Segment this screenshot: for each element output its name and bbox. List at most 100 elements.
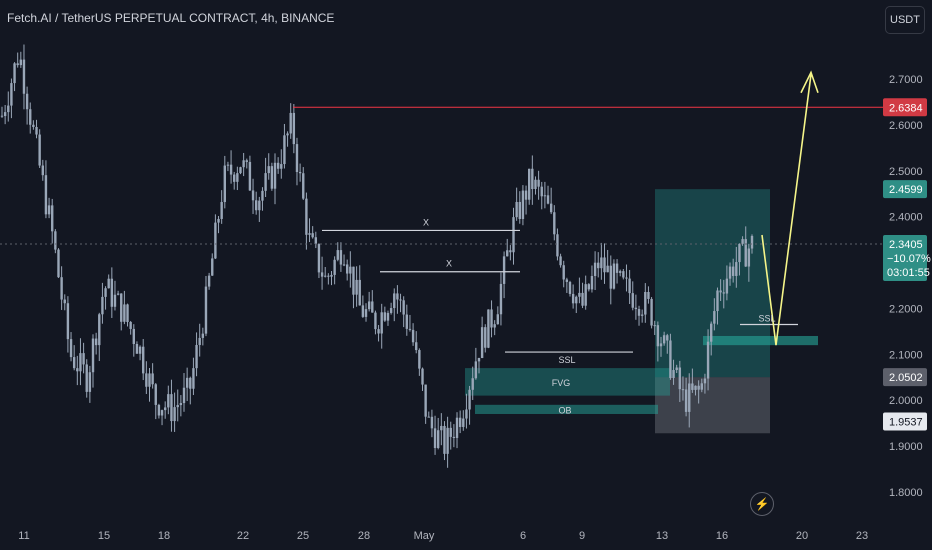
candle-body bbox=[534, 179, 537, 190]
candle-body bbox=[154, 384, 157, 405]
ob-zone[interactable] bbox=[475, 404, 658, 414]
candle-body bbox=[741, 239, 744, 244]
candle-body bbox=[248, 161, 252, 191]
candle-body bbox=[204, 286, 208, 334]
candle-body bbox=[672, 370, 675, 378]
candle-body bbox=[675, 367, 678, 371]
candle-body bbox=[647, 291, 650, 299]
candle-body bbox=[386, 312, 390, 321]
candle-body bbox=[688, 383, 691, 412]
candle-body bbox=[63, 299, 66, 304]
candle-body bbox=[163, 407, 167, 411]
candle-body bbox=[201, 333, 205, 338]
candle-body bbox=[509, 250, 512, 253]
price-label-last-bg bbox=[883, 234, 927, 281]
candle-body bbox=[91, 338, 95, 373]
candle-body bbox=[270, 166, 274, 189]
x-tick-label: 15 bbox=[98, 530, 110, 542]
candle-body bbox=[25, 93, 29, 110]
candle-body bbox=[242, 160, 245, 168]
candle-body bbox=[615, 263, 619, 273]
candle-body bbox=[345, 264, 349, 274]
candle-body bbox=[669, 340, 672, 378]
candle-body bbox=[47, 205, 51, 215]
right-zone[interactable] bbox=[703, 335, 818, 346]
candle-body bbox=[593, 262, 597, 277]
x-tick-label: 6 bbox=[520, 530, 526, 542]
candle-body bbox=[747, 248, 751, 267]
stop-zone[interactable] bbox=[655, 377, 770, 434]
x-tick-label: May bbox=[414, 530, 435, 542]
candle-body bbox=[606, 265, 609, 273]
price-label-stop-bg bbox=[883, 412, 927, 431]
candle-body bbox=[151, 373, 154, 385]
candle-body bbox=[292, 112, 296, 145]
candle-body bbox=[135, 343, 139, 354]
candle-body bbox=[540, 186, 543, 197]
candle-body bbox=[85, 364, 88, 392]
candle-body bbox=[527, 168, 531, 200]
candle-body bbox=[518, 201, 521, 219]
candle-body bbox=[659, 343, 663, 347]
projection-arrow[interactable] bbox=[761, 74, 812, 346]
candle-body bbox=[314, 237, 318, 245]
candle-body bbox=[393, 293, 396, 309]
candle-body bbox=[436, 430, 440, 449]
x-tick-label: 9 bbox=[579, 530, 585, 542]
candle-body bbox=[352, 266, 355, 295]
candle-body bbox=[280, 164, 283, 169]
candle-body bbox=[537, 179, 540, 187]
candle-body bbox=[142, 346, 145, 374]
candle-body bbox=[546, 195, 550, 204]
candle-body bbox=[640, 314, 644, 316]
candle-body bbox=[76, 368, 79, 372]
candle-body bbox=[170, 394, 173, 422]
candle-body bbox=[22, 59, 26, 94]
target-zone[interactable] bbox=[655, 189, 770, 378]
price-change-label: −10.07% bbox=[887, 253, 931, 265]
price-label-stop: 1.9537 bbox=[889, 416, 923, 428]
candle-body bbox=[565, 279, 569, 282]
candle-body bbox=[339, 250, 343, 265]
candle-body bbox=[229, 164, 233, 175]
candle-body bbox=[474, 361, 478, 379]
y-tick-label: 2.5000 bbox=[889, 166, 923, 178]
candle-body bbox=[600, 257, 603, 269]
candle-body bbox=[217, 218, 220, 223]
annotation-label: X bbox=[446, 259, 452, 269]
currency-button[interactable]: USDT bbox=[885, 6, 925, 34]
candle-body bbox=[132, 328, 135, 344]
y-tick-label: 1.9000 bbox=[889, 441, 923, 453]
candle-body bbox=[298, 172, 302, 174]
candle-body bbox=[446, 427, 449, 454]
candle-body bbox=[60, 277, 63, 300]
candle-body bbox=[427, 416, 430, 418]
lightning-icon[interactable]: ⚡ bbox=[750, 492, 774, 516]
candle-body bbox=[107, 278, 110, 289]
candle-body bbox=[678, 367, 682, 390]
candle-body bbox=[182, 387, 186, 404]
candle-body bbox=[418, 350, 421, 369]
candle-body bbox=[484, 327, 487, 348]
annotation-label: SSL bbox=[758, 314, 775, 324]
candle-body bbox=[51, 205, 54, 232]
candle-body bbox=[123, 304, 126, 322]
candle-body bbox=[703, 378, 707, 384]
candle-body bbox=[477, 357, 481, 362]
candle-body bbox=[342, 264, 346, 266]
y-tick-label: 2.4000 bbox=[889, 212, 923, 224]
candle-body bbox=[289, 112, 292, 134]
candle-body bbox=[286, 133, 289, 136]
annotation-label: FVG bbox=[552, 378, 571, 388]
candle-body bbox=[411, 329, 415, 343]
candle-body bbox=[458, 417, 462, 427]
candle-body bbox=[336, 250, 339, 260]
candle-body bbox=[468, 389, 471, 410]
candle-body bbox=[264, 173, 267, 191]
candle-body bbox=[192, 368, 195, 389]
fvg-zone[interactable] bbox=[465, 368, 670, 396]
candle-body bbox=[637, 309, 641, 316]
candle-body bbox=[719, 290, 722, 293]
candle-body bbox=[644, 291, 647, 315]
